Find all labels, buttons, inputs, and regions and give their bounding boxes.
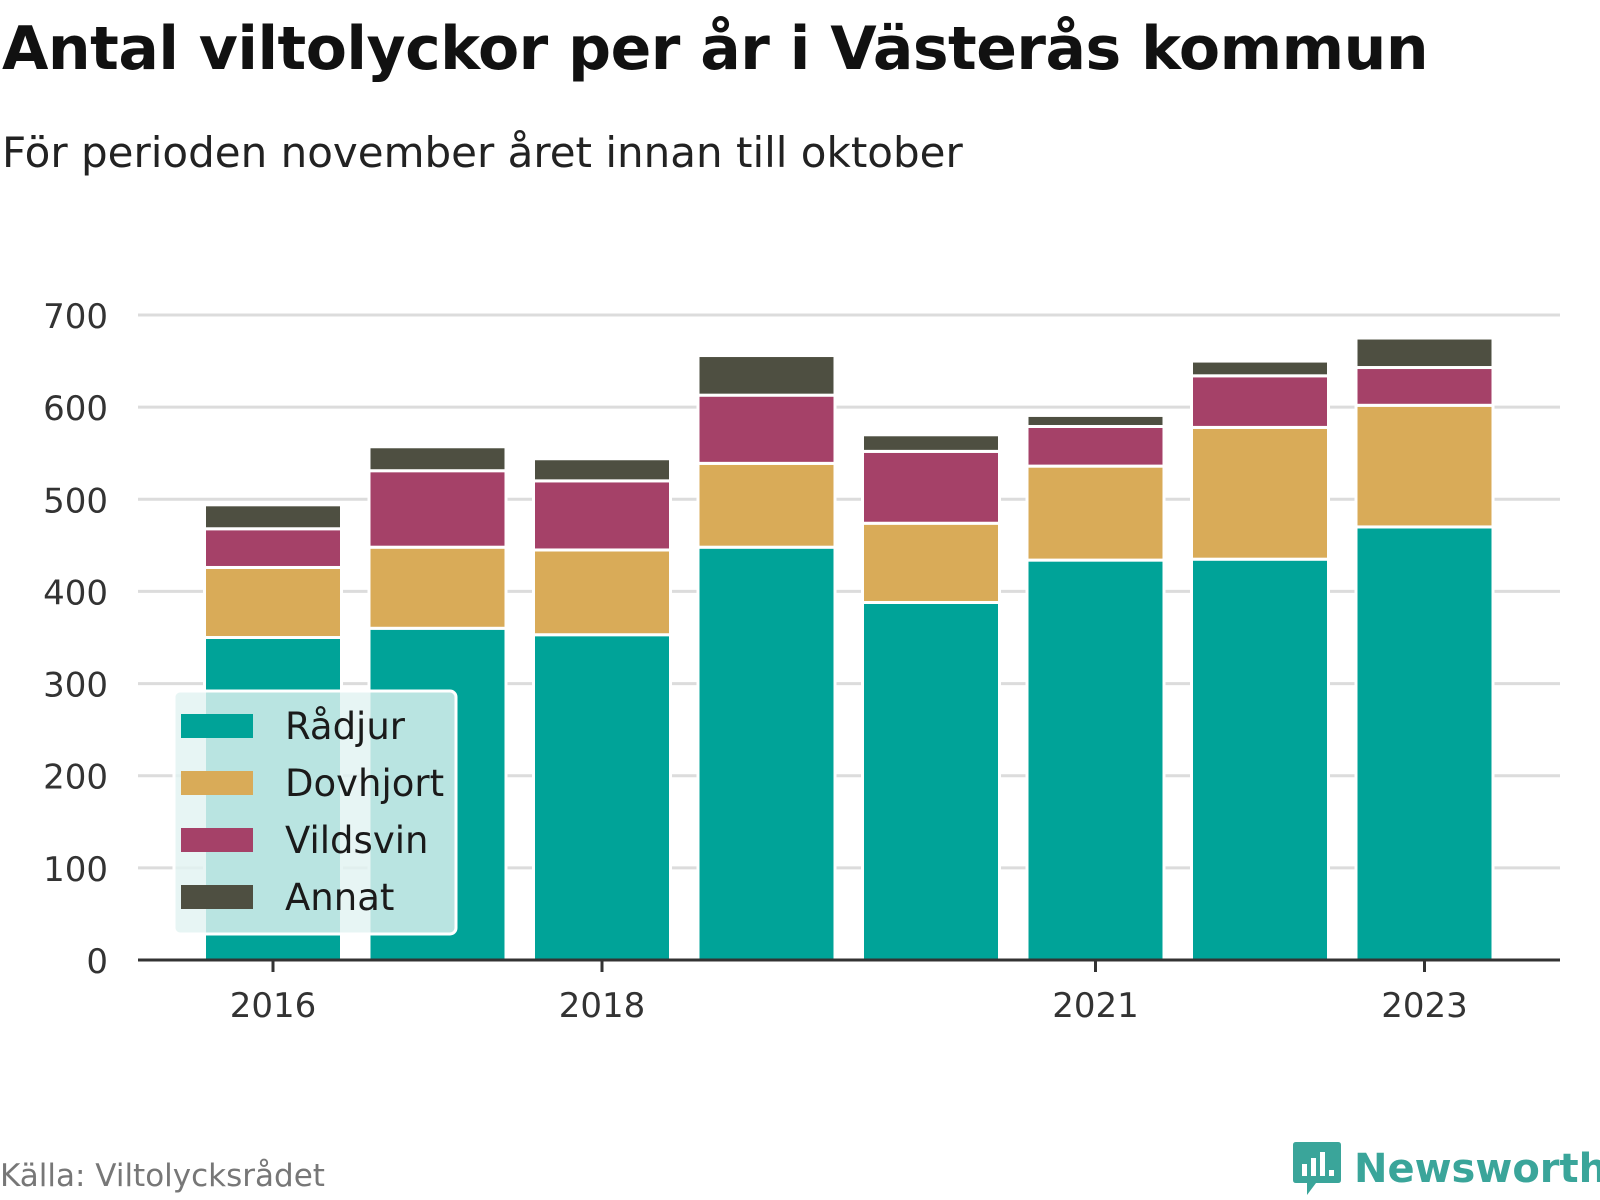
y-tick-label: 200 <box>43 758 108 798</box>
stacked-bar-chart: 0 100 200 300 400 500 600 700 2016 2018 2021 2023 Rå… <box>43 297 1560 1026</box>
y-tick-label: 600 <box>43 389 108 429</box>
bar-segment <box>1354 366 1495 407</box>
bar-segment <box>1190 359 1330 378</box>
legend: Rådjur Dovhjort Vildsvin Annat <box>172 689 458 936</box>
bar-segment <box>1190 557 1330 962</box>
bar-segment <box>696 461 837 549</box>
source-note: Källa: Viltolycksrådet <box>0 1158 325 1194</box>
x-tick-label: 2018 <box>559 986 646 1026</box>
bar-segment <box>367 445 508 473</box>
y-tick-label: 400 <box>43 573 108 613</box>
bar-segment <box>367 545 508 630</box>
bar-segment <box>1025 464 1166 562</box>
brand-name: Newsworthy <box>1354 1146 1600 1192</box>
bar-segment <box>861 433 1001 453</box>
bar-segment <box>1354 336 1495 370</box>
x-tick-label: 2016 <box>230 986 317 1026</box>
bar-segment <box>1354 525 1495 962</box>
bar-segment <box>1025 424 1166 468</box>
legend-label: Annat <box>285 876 394 919</box>
chart-title: Antal viltolyckor per år i Västerås komm… <box>2 14 1429 84</box>
legend-box <box>172 689 458 936</box>
y-tick-label: 300 <box>43 666 108 706</box>
legend-label: Rådjur <box>285 705 406 748</box>
y-tick-label: 0 <box>86 942 108 982</box>
y-tick-label: 700 <box>43 297 108 337</box>
x-tick-label: 2023 <box>1381 986 1468 1026</box>
y-tick-label: 500 <box>43 481 108 521</box>
legend-label: Vildsvin <box>285 819 428 862</box>
legend-swatch <box>181 714 253 738</box>
legend-swatch <box>181 885 253 909</box>
y-tick-label: 100 <box>43 850 108 890</box>
bar-segment <box>203 565 343 640</box>
legend-label: Dovhjort <box>285 762 444 805</box>
bar-segment <box>532 479 672 552</box>
newsworthy-chart-icon <box>1293 1142 1341 1195</box>
bar-segment <box>1025 413 1166 428</box>
x-tick-label: 2021 <box>1052 986 1139 1026</box>
bar-segment <box>861 449 1001 525</box>
brand-logo: Newsworthy <box>1292 1140 1600 1198</box>
bar-segment <box>1190 374 1330 429</box>
bar-segment <box>696 393 837 465</box>
bar-segment <box>532 633 672 962</box>
bar-segment <box>1190 425 1330 561</box>
legend-swatch <box>181 828 253 852</box>
bar-segment <box>696 545 837 962</box>
bar-segment <box>1025 558 1166 962</box>
bar-segment <box>861 521 1001 604</box>
bar-segment <box>861 600 1001 962</box>
bar-segment <box>532 548 672 637</box>
legend-swatch <box>181 771 253 795</box>
bar-segment <box>532 457 672 483</box>
bar-segment <box>203 527 343 569</box>
bar-segment <box>367 469 508 549</box>
bar-segment <box>203 503 343 531</box>
chart-subtitle: För perioden november året innan till ok… <box>2 128 963 177</box>
bar-segment <box>1354 403 1495 529</box>
bar-segment <box>696 354 837 397</box>
